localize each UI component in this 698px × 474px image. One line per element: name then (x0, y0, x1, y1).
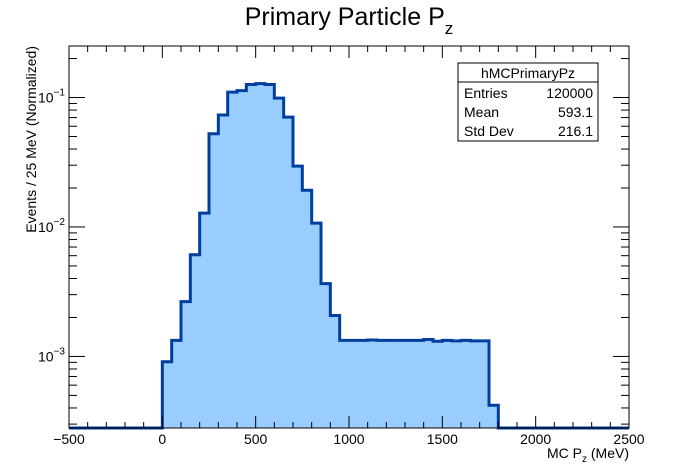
x-axis-title-sub: z (582, 454, 587, 465)
chart-title-main: Primary Particle P (245, 3, 445, 31)
histogram-bin (311, 223, 322, 428)
histogram-bin (461, 340, 471, 428)
stats-box: hMCPrimaryPz Entries 120000 Mean 593.1 S… (457, 62, 599, 142)
histogram-bin (265, 84, 275, 429)
histogram-bin (470, 340, 481, 428)
histogram-bin (171, 340, 182, 428)
y-tick-label: 10−2 (38, 217, 65, 235)
histogram-bin (162, 361, 173, 428)
histogram-bin (349, 340, 359, 428)
x-tick-label: 2000 (520, 431, 551, 447)
plot-area (69, 82, 629, 430)
y-tick-label: 10−3 (38, 346, 65, 364)
chart-title: Primary Particle Pz (245, 3, 454, 38)
histogram-bin (190, 254, 201, 428)
histogram-bin (274, 98, 285, 428)
histogram-bin (414, 340, 425, 428)
x-tick-label: 1000 (333, 431, 364, 447)
x-tick-label: 1500 (427, 431, 458, 447)
histogram-bin (330, 315, 341, 428)
histogram-bin (358, 340, 369, 428)
stats-value-mean: 593.1 (558, 104, 593, 120)
histogram-outline (69, 82, 629, 430)
x-axis-title: MC Pz (MeV) (547, 445, 629, 465)
x-tick-label: 0 (158, 431, 166, 447)
stats-label-entries: Entries (464, 85, 508, 101)
histogram-bin (181, 301, 191, 428)
histogram-bin (377, 340, 387, 428)
x-axis-title-pre: MC P (547, 445, 582, 461)
histogram-bin (227, 92, 238, 428)
y-axis-title: Events / 25 MeV (Normalized) (23, 46, 39, 233)
x-tick-label: 2500 (613, 431, 644, 447)
histogram-bin (451, 340, 462, 428)
histogram-bin (339, 340, 350, 428)
histogram-bin (209, 133, 219, 429)
histogram-bin (395, 340, 406, 428)
histogram-bin (423, 339, 434, 428)
histogram-bin (489, 405, 499, 428)
axis-ticks: −500 0 500 1000 1500 2000 2500 10−3 10−2 10−1 (38, 46, 645, 447)
stats-label-mean: Mean (464, 104, 499, 120)
stats-box-frame (457, 62, 599, 142)
histogram-bin (302, 190, 313, 428)
histogram-bin (321, 283, 331, 428)
histogram-bin (199, 213, 210, 428)
histogram-bin (255, 83, 266, 428)
stats-value-stddev: 216.1 (558, 123, 593, 139)
x-axis-title-post: (MeV) (587, 445, 629, 461)
histogram-bin (479, 340, 490, 428)
stats-label-stddev: Std Dev (464, 123, 514, 139)
histogram-bin (218, 115, 229, 428)
histogram-bin (386, 340, 397, 428)
histogram-bin (293, 166, 303, 428)
chart-title-sub: z (445, 19, 454, 38)
histogram-bin (237, 90, 247, 428)
stats-box-name: hMCPrimaryPz (481, 65, 575, 81)
stats-value-entries: 120000 (546, 85, 593, 101)
histogram-bin (283, 117, 294, 429)
y-tick-label: 10−1 (38, 88, 65, 106)
histogram-bin (442, 340, 453, 428)
x-tick-label: 500 (244, 431, 268, 447)
histogram-bin (367, 339, 378, 428)
histogram-bin (405, 340, 415, 428)
histogram-bin (433, 341, 443, 428)
histogram-bin (246, 84, 257, 429)
x-tick-label: −500 (53, 431, 85, 447)
